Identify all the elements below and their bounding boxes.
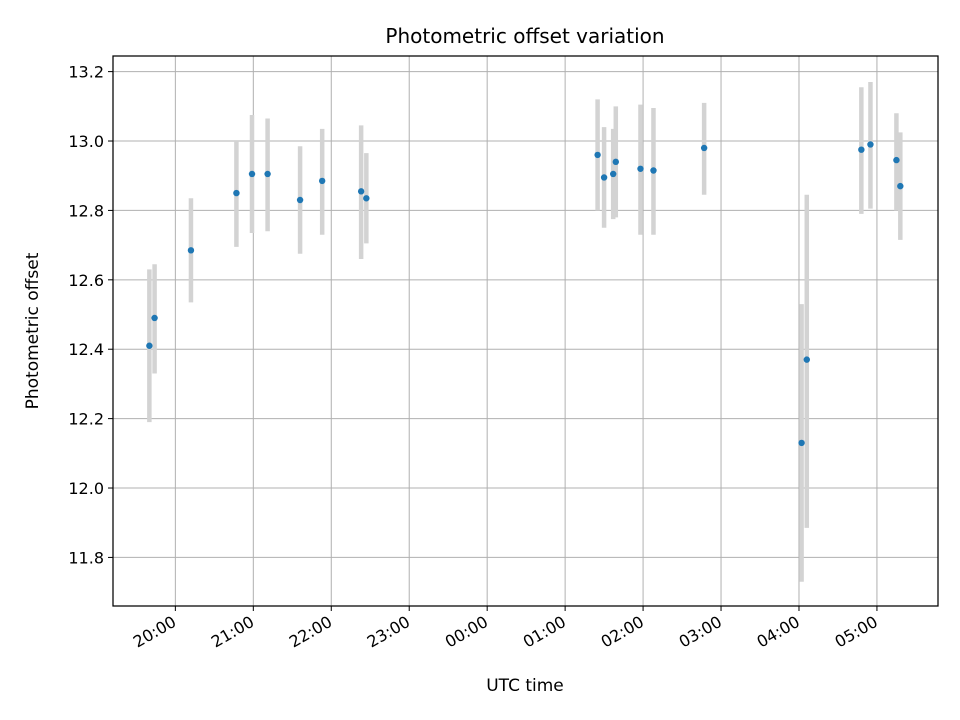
data-point (318, 177, 326, 185)
x-axis-title: UTC time (486, 676, 564, 696)
y-tick-label: 12.8 (68, 201, 104, 220)
plot-frame (112, 55, 939, 607)
data-point (700, 144, 708, 152)
data-point (897, 182, 904, 190)
data-point (357, 188, 365, 195)
data-point (146, 342, 153, 349)
data-point (637, 165, 644, 172)
data-point (798, 439, 805, 447)
data-points (146, 141, 904, 447)
data-point (612, 158, 619, 166)
data-point (296, 196, 304, 204)
data-point (858, 146, 865, 153)
data-point (264, 170, 271, 178)
data-point (248, 170, 256, 178)
data-point (650, 167, 657, 174)
data-point (187, 247, 195, 254)
data-point (803, 356, 810, 363)
y-tick-label: 13.0 (68, 132, 104, 151)
data-point (233, 189, 240, 197)
data-point (363, 195, 370, 202)
data-point (594, 151, 601, 159)
y-tick-label: 13.2 (68, 63, 104, 82)
data-point (600, 174, 608, 181)
y-tick-label: 11.8 (68, 548, 104, 567)
chart-title: Photometric offset variation (385, 24, 664, 48)
data-point (867, 141, 874, 148)
y-tick-label: 12.2 (68, 410, 104, 429)
y-axis-ticks: 11.8 12.0 12.2 12.4 12.6 12.8 13.0 13.2 (68, 63, 113, 567)
data-point (609, 170, 617, 178)
y-tick-label: 12.4 (68, 340, 104, 359)
data-point (893, 156, 900, 164)
y-axis-title: Photometric offset (23, 252, 43, 409)
y-tick-label: 12.0 (68, 479, 104, 498)
y-tick-label: 12.6 (68, 271, 104, 290)
data-point (151, 314, 158, 322)
